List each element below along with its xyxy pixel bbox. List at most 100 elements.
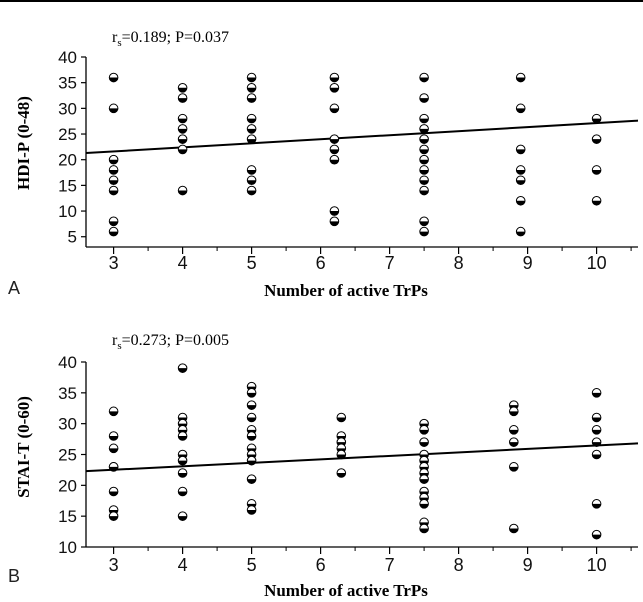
- panel-a-data-point: [515, 103, 526, 114]
- panel-b-data-point: [246, 388, 257, 398]
- panel-a-y-tick-label: 20: [58, 151, 77, 170]
- panel-b-data-point: [108, 443, 119, 454]
- panel-b-data-point: [108, 486, 119, 497]
- panel-a-x-axis-title: Number of active TrPs: [264, 281, 428, 300]
- panel-b-data-point: [336, 468, 347, 478]
- panel-b-y-tick-label: 15: [58, 507, 77, 526]
- panel-a-data-point: [329, 103, 340, 114]
- panel-a-data-point: [591, 113, 602, 124]
- panel-a-data-point: [108, 216, 119, 227]
- panel-a-data-point: [419, 144, 429, 155]
- panel-b-x-tick-label: 5: [247, 555, 257, 575]
- panel-a-data-point: [419, 113, 429, 124]
- panel-a-data-point: [246, 165, 257, 175]
- panel-a-data-point: [108, 185, 119, 196]
- panel-b-data-point: [591, 437, 602, 447]
- panel-b-data-point: [177, 455, 188, 466]
- panel-a-x-tick-label: 4: [178, 253, 188, 273]
- panel-a-data-point: [329, 154, 340, 165]
- panel-a-data-point: [419, 216, 429, 227]
- panel-b-data-point: [419, 523, 429, 534]
- panel-a-letter: A: [8, 278, 20, 298]
- panel-a-data-point: [246, 72, 257, 83]
- panel-b-data-point: [108, 406, 119, 417]
- panel-a-y-tick-label: 35: [58, 74, 77, 93]
- panel-b-data-point: [246, 431, 257, 441]
- panel-a-fit-line: [85, 119, 639, 155]
- panel-a-data-point: [246, 83, 257, 93]
- panel-b-data-point: [419, 437, 429, 447]
- panel-b-data-point: [336, 412, 347, 423]
- panel-b-data-point: [591, 449, 602, 460]
- panel-a-y-tick-label: 5: [68, 228, 77, 247]
- panel-a-data-point: [515, 195, 526, 206]
- panel-b-y-axis-title: STAI-T (0-60): [14, 396, 33, 498]
- panel-a-data-point: [177, 134, 188, 144]
- panel-b-x-tick-label: 8: [454, 555, 464, 575]
- panel-a-data-point: [177, 93, 188, 103]
- panel-b-data-point: [177, 511, 188, 521]
- panel-b-data-point: [419, 474, 429, 484]
- panel-a-data-point: [246, 175, 257, 186]
- panel-a-x-tick-label: 5: [247, 253, 257, 273]
- panel-a-data-point: [177, 144, 188, 155]
- panel-b-y-tick-label: 25: [58, 446, 77, 465]
- panel-b-data-point: [591, 529, 602, 540]
- panel-b-data-point: [108, 462, 119, 472]
- panel-b-data-point: [177, 486, 188, 497]
- panel-b-x-tick-label: 4: [178, 555, 188, 575]
- panel-b-data-point: [419, 425, 429, 435]
- panel-a-data-point: [329, 206, 340, 216]
- panel-a-data-point: [329, 216, 340, 227]
- panel-b-data-point: [246, 505, 257, 515]
- panel-a: rs=0.189; P=0.037 5 10 15 20 25 30 35 40 3 4 5 6 7 8 9…: [8, 29, 639, 300]
- panel-b-data-point: [509, 437, 519, 447]
- panel-b-y-tick-label: 40: [58, 353, 77, 372]
- panel-b-data-point: [108, 431, 119, 441]
- panel-a-data-point: [108, 226, 119, 237]
- panel-a-data-point: [246, 124, 257, 134]
- panel-a-x-tick-label: 7: [385, 253, 395, 273]
- panel-b-data-point: [246, 474, 257, 484]
- panel-a-annotation: rs=0.189; P=0.037: [112, 29, 229, 49]
- panel-a-data-point: [591, 165, 602, 175]
- panel-a-data-point: [591, 195, 602, 206]
- panel-a-x-tick-label: 9: [523, 253, 533, 273]
- panel-b-data-point: [177, 468, 188, 478]
- panel-b-data-point: [591, 388, 602, 398]
- panel-a-data-point: [419, 124, 429, 134]
- panel-b-annotation: rs=0.273; P=0.005: [112, 332, 229, 352]
- panel-a-data-point: [515, 226, 526, 237]
- panel-a-data-point: [515, 165, 526, 175]
- panel-b-data-point: [591, 425, 602, 435]
- panel-a-data-point: [419, 185, 429, 196]
- panel-a-y-tick-label: 15: [58, 176, 77, 195]
- panel-b-data-point: [246, 455, 257, 466]
- panel-a-y-tick-label: 40: [58, 48, 77, 67]
- panel-b-data-point: [246, 412, 257, 423]
- panel-a-x-tick-label: 10: [587, 253, 607, 273]
- panel-a-x-tick-label: 8: [454, 253, 464, 273]
- panel-a-data-point: [177, 124, 188, 134]
- panel-a-data-point: [246, 134, 257, 144]
- panel-a-data-point: [419, 154, 429, 165]
- panel-a-data-point: [591, 134, 602, 144]
- panel-a-data-point: [108, 103, 119, 114]
- panel-a-y-axis-title: HDI-P (0-48): [14, 96, 33, 190]
- panel-a-data-point: [515, 72, 526, 83]
- panel-b-data-point: [509, 406, 519, 417]
- panel-a-plot-area: 5 10 15 20 25 30 35 40 3 4 5 6 7 8 9 10: [58, 48, 639, 273]
- panel-b-x-axis-title: Number of active TrPs: [264, 581, 428, 600]
- panel-a-data-point: [246, 93, 257, 103]
- panel-a-data-point: [329, 144, 340, 155]
- panel-b-x-tick-label: 3: [109, 555, 119, 575]
- panel-b-data-point: [177, 431, 188, 441]
- panel-a-y-tick-label: 10: [58, 202, 77, 221]
- panel-b-data-point: [509, 462, 519, 472]
- panel-a-data-point: [329, 83, 340, 93]
- panel-b-data-point: [108, 511, 119, 521]
- panel-a-data-point: [108, 165, 119, 175]
- panel-b-data-point: [591, 499, 602, 509]
- panel-b-y-tick-label: 30: [58, 415, 77, 434]
